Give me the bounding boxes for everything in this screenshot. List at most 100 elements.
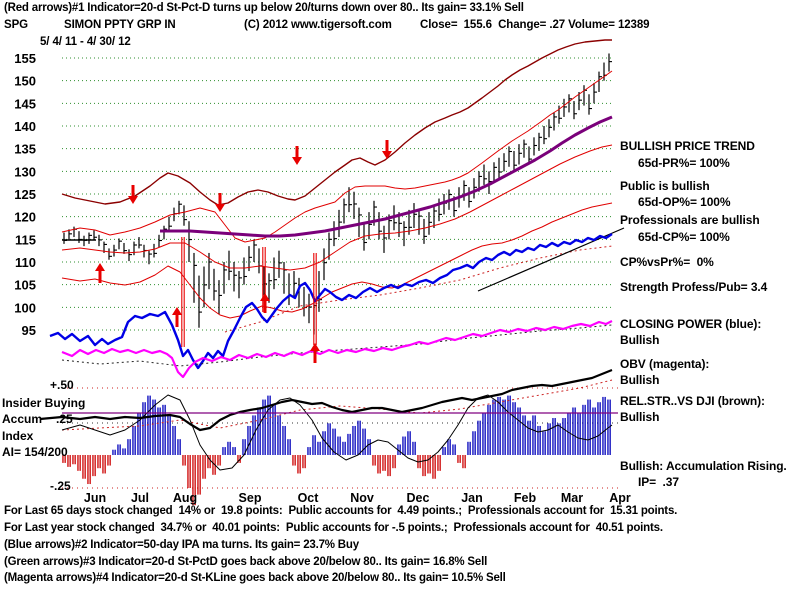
- oscillator-line: [61, 394, 613, 471]
- accumulation-histogram-bar: [92, 455, 94, 477]
- buy-arrow-icon: [310, 343, 320, 351]
- accumulation-histogram-bar: [537, 425, 539, 455]
- accumulation-histogram-bar: [394, 455, 396, 469]
- accumulation-histogram-bar: [332, 428, 334, 455]
- accumulation-index-line: [39, 368, 613, 432]
- accumulation-histogram-bar: [307, 447, 309, 455]
- accumulation-histogram-bar: [72, 455, 74, 465]
- accumulation-histogram-bar: [327, 423, 329, 455]
- accumulation-histogram-bar: [434, 455, 436, 479]
- accumulation-histogram-bar: [64, 455, 66, 463]
- accumulation-histogram-bar: [227, 441, 229, 455]
- accumulation-histogram-bar: [592, 407, 594, 455]
- accumulation-histogram-bar: [79, 455, 81, 471]
- accumulation-histogram-bar: [402, 436, 404, 455]
- accumulation-histogram-bar: [384, 455, 386, 471]
- accumulation-histogram-bar: [604, 396, 606, 455]
- accumulation-histogram-bar: [369, 439, 371, 455]
- accumulation-histogram-bar: [202, 455, 204, 479]
- accumulation-histogram-bar: [224, 447, 226, 455]
- accumulation-histogram-bar: [527, 420, 529, 455]
- accumulation-histogram-bar: [389, 455, 391, 477]
- accumulation-histogram-bar: [182, 455, 184, 466]
- accumulation-histogram-bar: [309, 447, 311, 455]
- stats-year-note: For Last year stock changed 34.7% or 40.…: [4, 522, 663, 534]
- accumulation-histogram-bar: [487, 404, 489, 455]
- accumulation-histogram-bar: [192, 455, 194, 506]
- accumulation-ma-line: [61, 379, 613, 431]
- accumulation-histogram-bar: [587, 399, 589, 455]
- accumulation-histogram-bar: [109, 455, 111, 466]
- accumulation-histogram-bar: [194, 455, 196, 506]
- accumulation-histogram-bar: [99, 455, 101, 469]
- accumulation-histogram-bar: [312, 435, 314, 455]
- accumulation-histogram-bar: [289, 439, 291, 455]
- closing-power-line: [49, 233, 613, 370]
- y-axis-tick-label: 100: [14, 300, 36, 315]
- accumulation-histogram-bar: [454, 444, 456, 455]
- accumulation-histogram-bar: [272, 404, 274, 455]
- accumulation-histogram-bar: [129, 439, 131, 455]
- accumulation-histogram-bar: [404, 436, 406, 455]
- accumulation-histogram-bar: [602, 396, 604, 455]
- accumulation-histogram-bar: [514, 402, 516, 455]
- closing-power-trendline: [477, 227, 625, 292]
- accumulation-histogram-bar: [204, 455, 206, 479]
- accumulation-histogram-bar: [517, 407, 519, 455]
- accumulation-histogram-bar: [499, 396, 501, 455]
- y-axis-tick-label: 115: [15, 232, 36, 247]
- accumulation-histogram-bar: [62, 455, 64, 463]
- accumulation-histogram-bar: [229, 441, 231, 455]
- accumulation-histogram-bar: [69, 455, 71, 467]
- accumulation-histogram-bar: [152, 399, 154, 455]
- accumulation-histogram-bar: [509, 395, 511, 455]
- accumulation-histogram-bar: [212, 455, 214, 475]
- accumulation-histogram-bar: [199, 455, 201, 495]
- accumulation-histogram-bar: [134, 425, 136, 455]
- accumulation-histogram-bar: [504, 399, 506, 455]
- accumulation-histogram-bar: [234, 447, 236, 455]
- accumulation-histogram-bar: [539, 425, 541, 455]
- accumulation-histogram-bar: [164, 404, 166, 455]
- accumulation-histogram-bar: [589, 399, 591, 455]
- accumulation-histogram-bar: [112, 449, 114, 455]
- accumulation-histogram-bar: [177, 439, 179, 455]
- accumulation-histogram-bar: [139, 412, 141, 455]
- accumulation-histogram-bar: [544, 431, 546, 455]
- sell-arrow-icon: [128, 196, 138, 204]
- accumulation-histogram-bar: [482, 412, 484, 455]
- 65-day-ma-line: [160, 115, 613, 238]
- obv-line: [61, 320, 613, 379]
- ticker-symbol: SPG: [4, 19, 28, 31]
- accumulation-histogram-bar: [349, 433, 351, 455]
- accumulation-histogram-bar: [82, 455, 84, 479]
- pr-percent-value: 65d-PR%= 100%: [638, 156, 730, 170]
- accumulation-histogram-bar: [549, 423, 551, 455]
- accumulation-histogram-bar: [529, 420, 531, 455]
- accumulation-histogram-bar: [444, 447, 446, 455]
- month-tick-label: Oct: [298, 491, 320, 505]
- accumulation-histogram-bar: [97, 455, 99, 469]
- buy-arrow-icon: [95, 263, 105, 271]
- accumulation-histogram-bar: [292, 455, 294, 466]
- accumulation-histogram-bar: [187, 455, 189, 488]
- insider-buying-label: Insider Buying: [2, 396, 86, 410]
- accumulation-histogram-bar: [502, 399, 504, 455]
- accumulation-histogram-bar: [144, 402, 146, 455]
- accumulation-histogram-bar: [267, 395, 269, 455]
- accumulation-histogram-bar: [74, 455, 76, 465]
- accumulation-histogram-bar: [424, 455, 426, 477]
- accumulation-histogram-bar: [432, 455, 434, 479]
- accumulation-histogram-bar: [547, 423, 549, 455]
- accumulation-histogram-bar: [479, 420, 481, 455]
- accumulation-histogram-bar: [334, 428, 336, 455]
- accumulation-histogram-bar: [242, 439, 244, 455]
- accumulation-histogram-bar: [429, 455, 431, 474]
- obv-label: OBV (magenta):: [620, 357, 710, 371]
- quote-summary: Close= 155.6 Change= .27 Volume= 12389: [420, 19, 650, 31]
- month-tick-label: Jul: [131, 491, 149, 505]
- accumulation-histogram-bar: [464, 455, 466, 469]
- accumulation-histogram-bar: [382, 455, 384, 471]
- accumulation-histogram-bar: [437, 455, 439, 471]
- accumulation-histogram-bar: [507, 395, 509, 455]
